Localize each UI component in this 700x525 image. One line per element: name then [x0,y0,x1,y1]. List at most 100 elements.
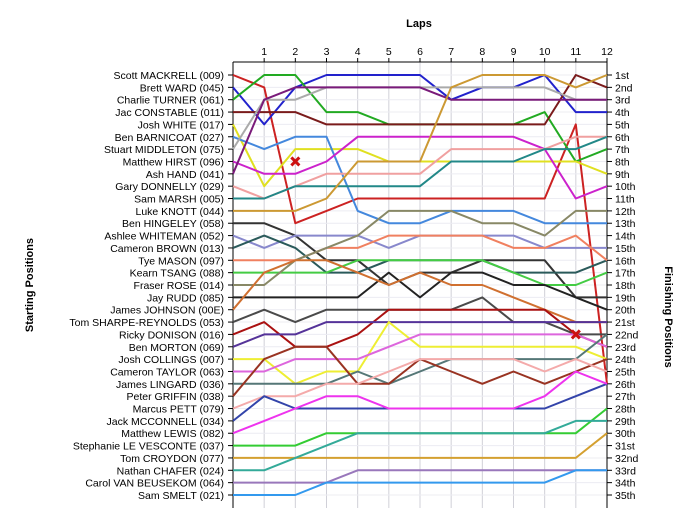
finish-position-label: 15th [615,243,636,255]
start-position-label: Ben BARNICOAT (027) [115,132,224,144]
finish-position-label: 25th [615,366,636,378]
finish-position-label: 10th [615,181,636,193]
start-position-label: Tom CROYDON (077) [120,453,224,465]
start-position-label: Cameron BROWN (013) [110,243,224,255]
x-tick-label: 8 [479,46,485,58]
series-line [233,333,608,373]
start-position-label: Marcus PETT (079) [133,404,224,416]
start-position-label: Josh WHITE (017) [138,119,224,131]
finish-position-label: 30th [615,428,636,440]
finish-position-label: 34th [615,478,636,490]
start-position-label: James JOHNSON (00E) [110,305,224,317]
series-line [232,74,608,384]
markers-group [290,156,581,340]
series-line [232,86,607,175]
x-tick-label: 10 [539,46,551,58]
series-line [232,135,607,225]
finish-position-label: 32nd [615,453,639,465]
start-position-label: Scott MACKRELL (009) [114,70,225,82]
finish-position-label: 7th [615,144,630,156]
x-tick-label: 7 [448,46,454,58]
x-tick-label: 12 [601,46,613,58]
series-line [233,469,607,496]
start-position-label: James LINGARD (036) [116,379,224,391]
finish-position-label: 8th [615,156,630,168]
finish-position-label: 17th [615,268,636,280]
finish-position-label: 14th [615,231,636,243]
x-tick-label: 9 [511,46,517,58]
finish-position-label: 35th [615,490,636,502]
finish-position-label: 6th [615,132,630,144]
start-position-label: Jay RUDD (085) [147,292,224,304]
start-position-label: Fraser ROSE (014) [134,280,224,292]
finish-position-label: 29th [615,416,636,428]
finish-position-label: 19th [615,292,636,304]
start-position-label: Tye MASON (097) [138,255,224,267]
start-position-label: Kearn TSANG (088) [130,268,224,280]
series-line [233,135,608,200]
series-line [232,358,608,410]
finish-position-label: 27th [615,391,636,403]
start-position-label: Ricky DONISON (016) [119,329,224,341]
start-position-label: Matthew HIRST (096) [123,156,224,168]
series-line [232,321,607,348]
start-position-label: Ben MORTON (069) [129,342,224,354]
start-position-label: Gary DONNELLY (029) [115,181,224,193]
right-axis-title: Finishing Positions [662,266,674,367]
start-position-label: Ashlee WHITEMAN (052) [104,231,224,243]
series-line [233,333,608,385]
x-tick-label: 2 [292,46,298,58]
finish-position-label: 26th [615,379,636,391]
finish-position-label: 3rd [615,95,630,107]
x-tick-label: 1 [261,46,267,58]
finish-position-label: 21st [615,317,635,329]
cross-stroke [570,329,581,340]
start-position-label: Jac CONSTABLE (011) [115,107,224,119]
finish-position-label: 4th [615,107,630,119]
start-position-label: Jack MCCONNELL (034) [107,416,224,428]
finish-position-label: 24th [615,354,636,366]
cross-stroke [290,156,301,167]
series-group [232,74,608,496]
finish-position-label: 1st [615,70,629,82]
finish-position-label: 2nd [615,82,633,94]
series-line [232,370,608,435]
start-position-label: Brett WARD (045) [140,82,224,94]
finish-position-label: 31st [615,441,635,453]
start-position-label: Sam MARSH (005) [134,194,224,206]
series-line [233,74,608,126]
finish-position-label: 16th [615,255,636,267]
finish-position-label: 13th [615,218,636,230]
top-axis-title: Laps [406,18,432,30]
series-line [233,74,608,212]
start-position-label: Stuart MIDDLETON (075) [104,144,224,156]
finish-position-label: 22nd [615,329,639,341]
start-position-label: Charlie TURNER (061) [117,95,224,107]
start-position-label: Ash HAND (041) [146,169,224,181]
finish-position-label: 20th [615,305,636,317]
start-position-label: Peter GRIFFIN (038) [127,391,224,403]
finish-position-label: 11th [615,194,635,206]
finish-position-label: 18th [615,280,636,292]
finish-position-label: 9th [615,169,630,181]
x-tick-label: 5 [386,46,392,58]
start-position-label: Ben HINGELEY (058) [122,218,224,230]
series-line [233,419,607,472]
finish-position-label: 12th [615,206,636,218]
start-position-label: Luke KNOTT (044) [135,206,224,218]
x-tick-label: 6 [417,46,423,58]
cross-icon [290,156,301,167]
x-tick-label: 3 [324,46,330,58]
start-position-label: Stephanie LE VESCONTE (037) [73,441,224,453]
cross-icon [570,329,581,340]
x-tick-label: 4 [355,46,361,58]
finish-position-label: 28th [615,404,636,416]
start-position-label: Sam SMELT (021) [138,490,224,502]
start-position-label: Carol VAN BEUSEKOM (064) [85,478,224,490]
left-axis-title: Starting Positions [24,238,36,332]
x-tick-label: 11 [570,46,581,58]
finish-position-label: 33rd [615,465,636,477]
finish-position-label: 23rd [615,342,636,354]
